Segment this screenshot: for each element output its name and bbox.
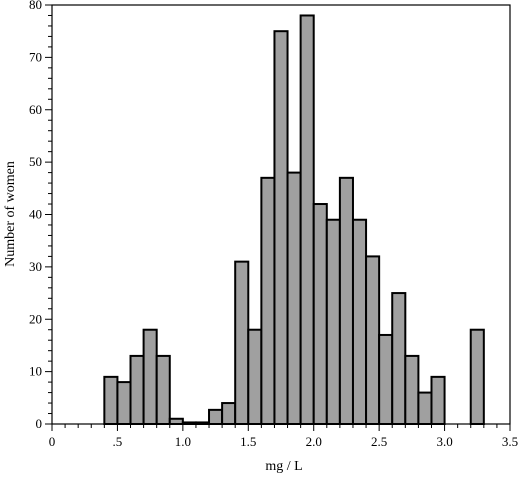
histogram-bar [221,402,237,425]
histogram-bar [430,375,446,425]
histogram-bar [378,333,394,425]
histogram-bar [365,255,381,425]
histogram-bars [103,14,485,426]
histogram-bar [142,328,158,426]
histogram-bar [208,408,224,426]
histogram-bar [168,417,184,426]
histogram-bar [286,171,302,425]
x-tick-label: 1.0 [175,434,191,449]
histogram-bar [273,30,289,425]
histogram-bar [391,292,407,425]
histogram-bar [325,218,341,425]
x-tick-label: 2.5 [371,434,387,449]
histogram-bar [299,14,315,425]
histogram-bar [116,381,132,426]
x-tick-label: 3.5 [502,434,518,449]
y-tick-label: 80 [29,0,42,12]
histogram-bar [469,328,485,426]
histogram-bar [234,260,250,426]
histogram-bar [338,176,354,425]
x-tick-label: .5 [113,434,123,449]
histogram-bar [129,354,145,426]
y-axis-label: Number of women [3,161,18,267]
histogram-bar [247,328,263,426]
ticks: 0 .5 1.0 1.5 2.0 2.5 3.0 3.5 0 10 20 30 40 50 60 70 80 [29,0,518,449]
x-tick-label: 3.0 [436,434,452,449]
histogram-bar [103,375,119,425]
histogram-bar [404,354,420,426]
x-tick-label: 0 [49,434,56,449]
histogram-bar [312,203,328,425]
y-tick-label: 60 [29,102,42,117]
y-tick-label: 40 [29,207,42,222]
histogram-bar [417,391,433,426]
x-axis-label: mg / L [265,459,302,474]
y-tick-label: 70 [29,49,42,64]
histogram-bar [155,354,171,426]
y-tick-label: 0 [36,416,43,431]
y-tick-label: 10 [29,364,42,379]
x-tick-label: 2.0 [306,434,322,449]
y-tick-label: 30 [29,259,42,274]
x-tick-label: 1.5 [240,434,256,449]
y-tick-label: 50 [29,154,42,169]
y-tick-label: 20 [29,311,42,326]
histogram-bar [351,218,368,425]
histogram-bar [260,176,276,425]
